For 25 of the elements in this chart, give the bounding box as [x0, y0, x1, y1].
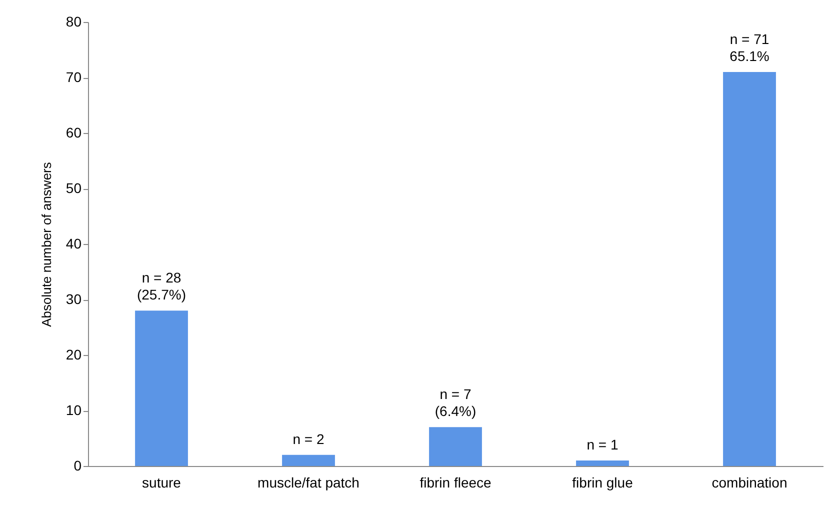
x-tick-label: suture	[142, 474, 182, 490]
y-tick-label: 10	[66, 402, 82, 418]
x-tick-label: combination	[712, 474, 788, 490]
y-tick-label: 50	[66, 180, 82, 196]
y-tick-label: 30	[66, 291, 82, 307]
bar	[576, 460, 629, 466]
y-tick-label: 70	[66, 69, 82, 85]
x-tick-label: fibrin glue	[572, 474, 634, 490]
bar	[282, 454, 335, 466]
x-tick-label: muscle/fat patch	[258, 474, 360, 490]
data-label: n = 1	[586, 436, 618, 452]
data-label: n = 28 (25.7%)	[136, 270, 186, 303]
y-tick-label: 80	[66, 14, 82, 30]
y-tick-label: 40	[66, 236, 82, 252]
y-tick-label: 60	[66, 124, 82, 140]
y-tick-label: 20	[66, 346, 82, 362]
y-tick-label: 0	[74, 458, 82, 474]
bar	[723, 72, 776, 466]
data-label: n = 2	[292, 430, 324, 447]
data-label: n = 71 65.1%	[730, 30, 770, 64]
bar	[429, 427, 482, 466]
bar	[135, 310, 188, 466]
data-label: n = 7 (6.4%)	[434, 386, 476, 420]
x-tick-label: fibrin fleece	[420, 474, 492, 490]
y-axis-title: Absolute number of answers	[38, 162, 54, 327]
